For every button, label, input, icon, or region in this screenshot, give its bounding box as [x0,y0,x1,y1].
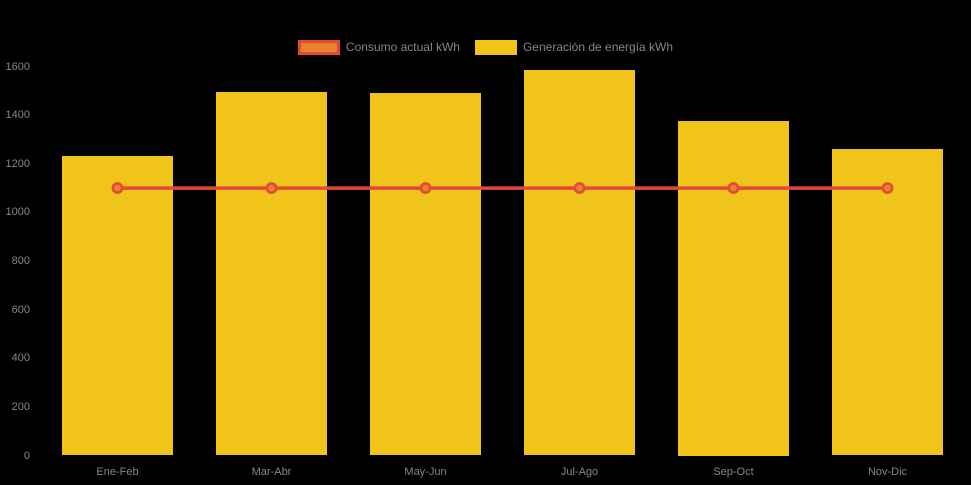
bar-mar-abr [216,92,327,456]
x-tick-label: Ene-Feb [96,466,139,478]
bar-sep-oct [678,121,789,456]
x-tick-label: Jul-Ago [560,466,599,478]
y-tick-label: 600 [11,303,30,316]
y-tick-label: 1600 [5,60,30,73]
y-tick-label: 1000 [5,206,30,219]
x-tick-label: May-Jun [404,466,447,478]
bar-nov-dic [832,149,943,456]
legend-swatch-generacion [474,40,517,55]
legend-label-consumo-actual: Consumo actual kWh [345,40,460,54]
y-tick-label: 800 [11,255,30,267]
legend-swatch-consumo-actual [297,40,340,55]
chart-legend: Consumo actual kWh Generación de energía… [0,40,971,55]
y-tick-label: 1400 [5,109,30,122]
x-tick-label: Nov-Dic [867,466,908,478]
x-tick-label: Mar-Abr [251,466,292,478]
legend-item-generacion[interactable]: Generación de energía kWh [474,40,674,55]
x-tick-label: Sep-Oct [713,466,754,478]
legend-label-generacion: Generación de energía kWh [522,40,674,54]
bar-jul-ago [524,70,635,456]
y-tick-label: 200 [11,400,30,413]
y-tick-label: 400 [11,352,30,365]
y-tick-label: 1200 [5,157,30,170]
bar-ene-feb [62,156,173,456]
y-tick-label: 0 [23,449,30,462]
legend-item-consumo-actual[interactable]: Consumo actual kWh [297,40,460,55]
bar-may-jun [370,93,481,456]
